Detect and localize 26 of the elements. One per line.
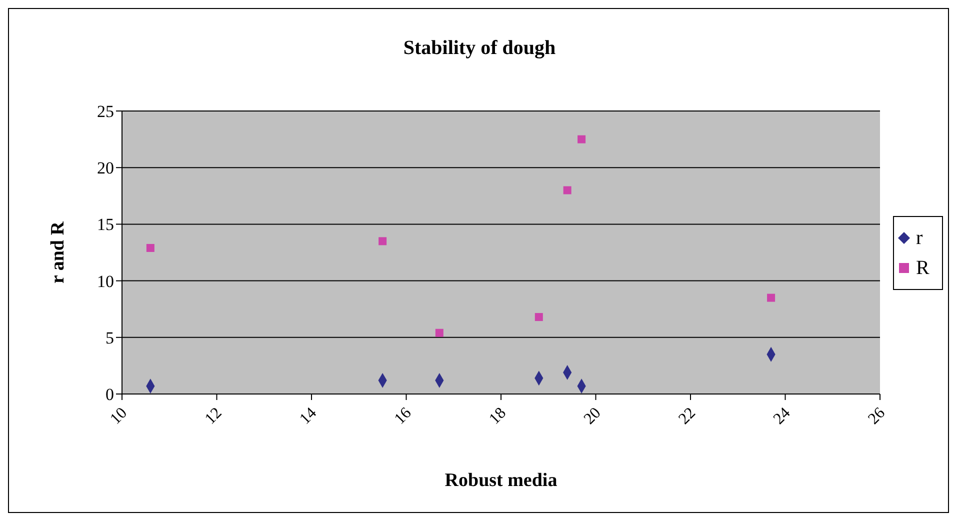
x-tick-label: 20 <box>580 404 604 428</box>
x-tick-label: 22 <box>676 404 699 428</box>
point <box>378 237 387 246</box>
y-tick-label: 20 <box>97 158 114 178</box>
x-tick-label: 26 <box>865 404 888 428</box>
legend-label: R <box>916 256 930 280</box>
y-tick-label: 10 <box>97 272 114 291</box>
x-tick-label: 14 <box>296 404 320 428</box>
point <box>146 244 154 252</box>
x-tick-label: 12 <box>202 404 226 428</box>
y-tick-label: 15 <box>97 215 114 234</box>
legend-label: r <box>916 226 923 250</box>
point <box>563 186 572 194</box>
point <box>534 313 543 322</box>
point <box>435 328 444 337</box>
point <box>578 135 586 144</box>
y-axis-title: r and R <box>48 221 69 284</box>
point <box>767 294 776 302</box>
x-axis-title: Robust media <box>444 470 558 491</box>
y-tick-label: 5 <box>106 328 114 348</box>
x-tick-label: 18 <box>486 404 510 428</box>
y-tick-label: 0 <box>106 385 114 404</box>
chart-title: Stability of dough <box>402 37 557 60</box>
y-tick-label: 25 <box>97 102 114 122</box>
x-tick-label: 16 <box>391 404 415 428</box>
x-tick-label: 24 <box>770 404 794 428</box>
